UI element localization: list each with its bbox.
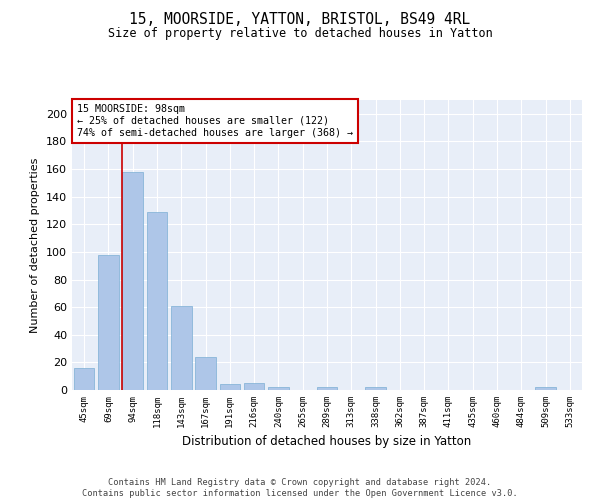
Bar	[535, 387, 556, 390]
Bar	[317, 387, 337, 390]
Bar	[171, 306, 191, 390]
Bar	[268, 387, 289, 390]
X-axis label: Distribution of detached houses by size in Yatton: Distribution of detached houses by size …	[182, 436, 472, 448]
Bar	[74, 368, 94, 390]
Text: 15, MOORSIDE, YATTON, BRISTOL, BS49 4RL: 15, MOORSIDE, YATTON, BRISTOL, BS49 4RL	[130, 12, 470, 28]
Bar	[244, 383, 265, 390]
Bar	[98, 254, 119, 390]
Bar	[122, 172, 143, 390]
Text: Contains HM Land Registry data © Crown copyright and database right 2024.
Contai: Contains HM Land Registry data © Crown c…	[82, 478, 518, 498]
Bar	[146, 212, 167, 390]
Bar	[220, 384, 240, 390]
Y-axis label: Number of detached properties: Number of detached properties	[31, 158, 40, 332]
Text: 15 MOORSIDE: 98sqm
← 25% of detached houses are smaller (122)
74% of semi-detach: 15 MOORSIDE: 98sqm ← 25% of detached hou…	[77, 104, 353, 138]
Bar	[195, 357, 216, 390]
Bar	[365, 387, 386, 390]
Text: Size of property relative to detached houses in Yatton: Size of property relative to detached ho…	[107, 28, 493, 40]
